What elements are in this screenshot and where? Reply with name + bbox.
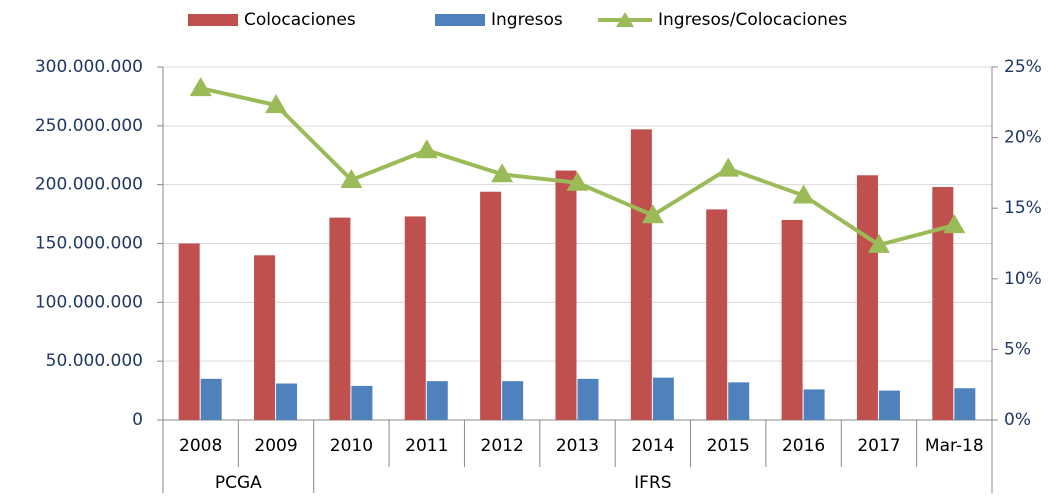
bar — [426, 381, 448, 420]
y-tick-label: 300.000.000 — [35, 57, 143, 77]
bar — [803, 389, 825, 420]
marker — [641, 204, 664, 224]
bar — [630, 129, 652, 420]
legend-label: Ingresos — [491, 10, 563, 30]
marker — [943, 214, 966, 234]
marker — [340, 168, 363, 188]
y2-tick-label: 20% — [1004, 128, 1042, 148]
y-tick-label: 0 — [132, 410, 143, 430]
legend-marker — [616, 12, 634, 27]
x-tick-label: 2008 — [179, 436, 222, 456]
x-tick-label: Mar-18 — [925, 436, 984, 456]
y-tick-label: 150.000.000 — [35, 234, 143, 254]
y2-tick-label: 15% — [1004, 198, 1042, 218]
bar — [329, 217, 351, 420]
bar — [577, 378, 599, 420]
bar — [178, 243, 200, 420]
y2-tick-label: 25% — [1004, 57, 1042, 77]
marker — [792, 184, 815, 204]
marker — [415, 139, 438, 159]
bar — [276, 383, 298, 420]
x-tick-label: 2013 — [556, 436, 599, 456]
marker — [717, 157, 740, 177]
x-tick-label: 2010 — [330, 436, 373, 456]
legend-label: Colocaciones — [244, 10, 356, 30]
bar — [652, 377, 674, 420]
marker — [867, 233, 890, 253]
x-tick-label: 2015 — [707, 436, 750, 456]
x-tick-label: 2016 — [782, 436, 825, 456]
y-tick-label: 250.000.000 — [35, 116, 143, 136]
x-tick-label: 2011 — [405, 436, 448, 456]
bar — [480, 191, 502, 420]
group-label: IFRS — [634, 473, 671, 493]
legend-swatch — [435, 14, 485, 26]
marker — [491, 163, 514, 183]
group-label: PCGA — [215, 473, 262, 493]
bar — [932, 187, 954, 420]
marker — [189, 77, 212, 97]
legend-label: Ingresos/Colocaciones — [658, 10, 847, 30]
line — [200, 86, 955, 248]
bar — [404, 216, 426, 420]
bar — [781, 219, 803, 420]
y-tick-label: 100.000.000 — [35, 292, 143, 312]
y2-tick-label: 5% — [1004, 339, 1031, 359]
bar — [856, 175, 878, 420]
y2-tick-label: 10% — [1004, 269, 1042, 289]
marker — [265, 94, 288, 114]
x-tick-label: 2014 — [631, 436, 674, 456]
x-tick-label: 2017 — [857, 436, 900, 456]
bar — [351, 385, 373, 420]
bar — [728, 382, 750, 420]
bar — [200, 378, 222, 420]
x-tick-label: 2012 — [481, 436, 524, 456]
marker — [566, 171, 589, 191]
bar — [254, 255, 276, 420]
y-tick-label: 200.000.000 — [35, 175, 143, 195]
y-tick-label: 50.000.000 — [46, 351, 143, 371]
bar — [954, 388, 976, 420]
bar — [706, 209, 728, 420]
legend-swatch — [188, 14, 238, 26]
x-tick-label: 2009 — [254, 436, 297, 456]
bar — [878, 390, 900, 420]
bar — [502, 381, 524, 420]
y2-tick-label: 0% — [1004, 410, 1031, 430]
bar — [555, 170, 577, 420]
